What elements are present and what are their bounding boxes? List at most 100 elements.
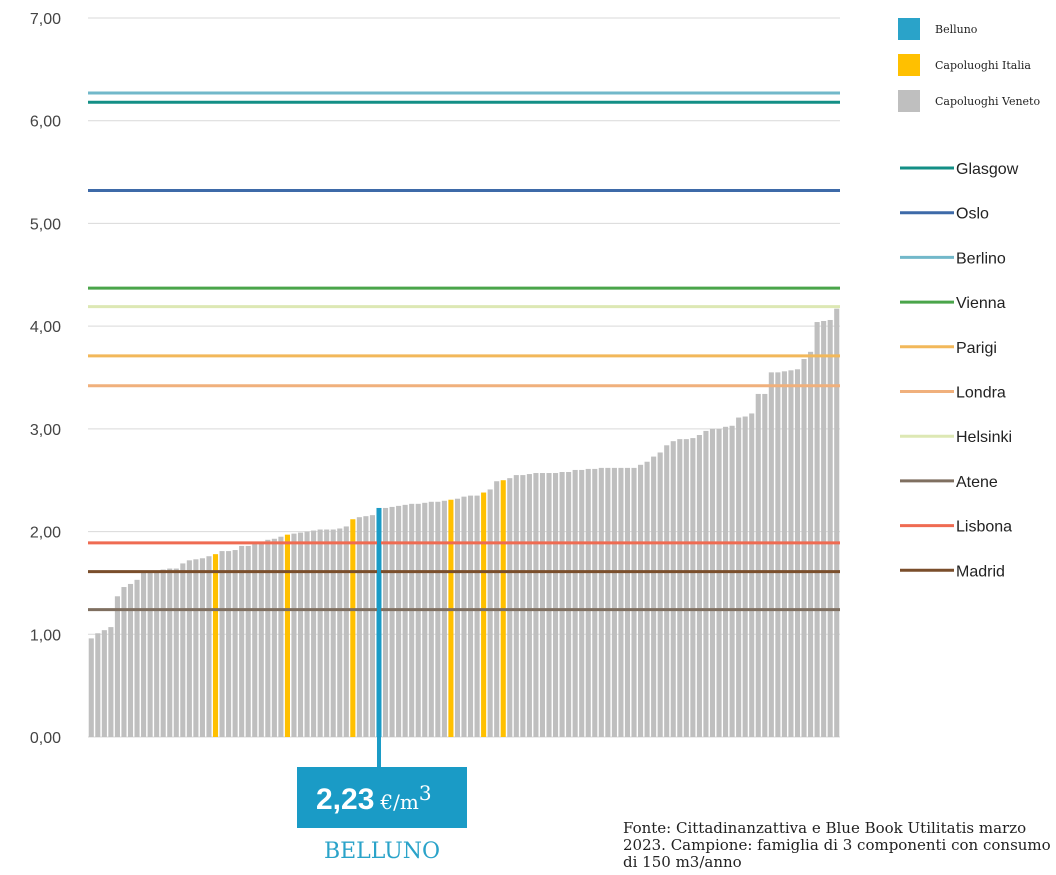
bar-capoluogo-veneto — [683, 439, 689, 737]
bar-capoluogo-italia — [481, 492, 487, 737]
bar-capoluogo-veneto — [788, 370, 794, 737]
y-tick-label: 3,00 — [30, 422, 61, 439]
bar-capoluogo-veneto — [651, 456, 657, 737]
bar-capoluogo-veneto — [794, 369, 801, 737]
callout-unit: €/m — [379, 790, 418, 814]
bar-capoluogo-veneto — [134, 579, 140, 737]
bar-capoluogo-veneto — [461, 496, 467, 737]
bar-capoluogo-veneto — [245, 545, 251, 737]
bar-capoluogo-veneto — [834, 308, 840, 737]
y-tick-label: 1,00 — [30, 627, 61, 644]
bar-capoluogo-veneto — [173, 568, 179, 737]
bar-capoluogo-veneto — [324, 529, 330, 737]
bar-capoluogo-veneto — [304, 531, 310, 737]
bar-capoluogo-veneto — [696, 435, 702, 737]
bar-capoluogo-veneto — [252, 543, 258, 737]
bar-capoluogo-veneto — [147, 570, 153, 737]
bar-capoluogo-veneto — [330, 529, 336, 737]
callout-name: BELLUNO — [324, 839, 440, 864]
bar-capoluogo-veneto — [141, 570, 147, 737]
bar-capoluogo-italia — [350, 519, 356, 737]
bar-capoluogo-veneto — [441, 500, 447, 737]
y-tick-label: 4,00 — [30, 319, 61, 336]
bar-capoluogo-veneto — [638, 464, 644, 737]
bar-capoluogo-veneto — [605, 467, 611, 737]
bar-capoluogo-veneto — [396, 505, 402, 737]
bar-capoluogo-veneto — [428, 501, 434, 737]
callout-value: 2,23 — [316, 783, 374, 816]
bar-capoluogo-veneto — [180, 563, 186, 737]
bar-capoluogo-veneto — [291, 533, 297, 737]
bar-capoluogo-veneto — [526, 474, 532, 737]
legend: Belluno Capoluoghi Italia Capoluoghi Venet… — [898, 18, 1040, 580]
bar-capoluogo-veneto — [467, 495, 474, 737]
bar-capoluogo-veneto — [598, 467, 604, 737]
bar-capoluogo-veneto — [703, 430, 709, 737]
bar-capoluogo-veneto — [552, 473, 559, 737]
bar-capoluogo-veneto — [513, 475, 519, 737]
bar-capoluogo-veneto — [546, 473, 552, 737]
legend-line-label: Helsinki — [956, 429, 1012, 446]
legend-line-label: Glasgow — [956, 161, 1019, 178]
bar-capoluogo-veneto — [624, 467, 631, 737]
bar-capoluogo-veneto — [539, 473, 546, 737]
bar-capoluogo-veneto — [219, 551, 225, 737]
bar-capoluogo-italia — [448, 499, 454, 737]
bar-capoluogo-veneto — [114, 596, 120, 737]
bar-capoluogo-veneto — [199, 558, 205, 737]
bar-capoluogo-veneto — [585, 468, 591, 737]
bar-capoluogo-veneto — [232, 550, 238, 737]
bar-capoluogo-veneto — [121, 587, 127, 737]
y-tick-label: 7,00 — [30, 11, 61, 28]
bar-capoluogo-veneto — [755, 393, 761, 737]
bar-capoluogo-veneto — [611, 467, 617, 737]
bar-capoluogo-veneto — [297, 532, 304, 737]
legend-line-label: Vienna — [956, 295, 1006, 312]
bar-capoluogo-veneto — [768, 372, 774, 737]
bar-capoluogo-veneto — [592, 468, 598, 737]
bar-capoluogo-veneto — [572, 469, 578, 737]
bar-capoluogo-veneto — [317, 529, 323, 737]
legend-line-label: Berlino — [956, 250, 1006, 267]
bar-capoluogo-veneto — [664, 445, 670, 737]
bar-capoluogo-veneto — [775, 372, 781, 737]
bar-capoluogo-veneto — [278, 536, 284, 737]
bar-capoluogo-veneto — [723, 426, 729, 737]
bar-capoluogo-veneto — [415, 503, 421, 737]
bar-capoluogo-veneto — [690, 438, 696, 737]
y-tick-label: 5,00 — [30, 216, 61, 233]
bar-capoluogo-veneto — [402, 504, 408, 737]
legend-swatch-label: Capoluoghi Italia — [935, 59, 1031, 72]
bar-capoluogo-veneto — [801, 359, 807, 737]
bar-capoluogo-veneto — [487, 489, 493, 737]
bar-capoluogo-veneto — [533, 473, 539, 737]
bar-capoluogo-veneto — [435, 501, 441, 737]
bar-capoluogo-veneto — [258, 541, 264, 737]
bar-capoluogo-veneto — [271, 538, 277, 737]
y-axis-tick-labels: 0,00 1,00 2,00 3,00 4,00 5,00 6,00 7,00 — [30, 11, 61, 747]
bar-capoluogo-veneto — [193, 559, 199, 737]
legend-swatch — [898, 18, 920, 40]
reference-lines — [88, 91, 840, 612]
bar-capoluogo-veneto — [369, 515, 376, 737]
bar-capoluogo-veneto — [716, 428, 722, 737]
bar-capoluogo-veneto — [422, 502, 428, 737]
bar-capoluogo-veneto — [409, 503, 415, 737]
callout-value-label: 2,23 €/m3 — [316, 781, 432, 816]
bar-capoluogo-veneto — [729, 425, 735, 737]
legend-line-label: Madrid — [956, 563, 1005, 580]
bar-capoluogo-veneto — [454, 498, 461, 737]
bar-capoluogo-veneto — [762, 393, 768, 737]
source-note: Fonte: Cittadinanzattiva e Blue Book Uti… — [623, 819, 1051, 871]
bar-capoluogo-veneto — [363, 516, 369, 737]
bar-capoluogo-veneto — [749, 413, 755, 737]
bar-capoluogo-veneto — [618, 467, 624, 737]
bar-capoluogo-veneto — [127, 583, 134, 737]
bar-capoluogo-veneto — [657, 452, 663, 737]
bar-capoluogo-veneto — [382, 507, 389, 737]
bar-capoluogo-italia — [284, 534, 290, 737]
bar-capoluogo-veneto — [781, 371, 787, 737]
bar-capoluogo-veneto — [507, 478, 513, 737]
y-tick-label: 2,00 — [30, 525, 61, 542]
bar-capoluogo-veneto — [559, 471, 565, 737]
